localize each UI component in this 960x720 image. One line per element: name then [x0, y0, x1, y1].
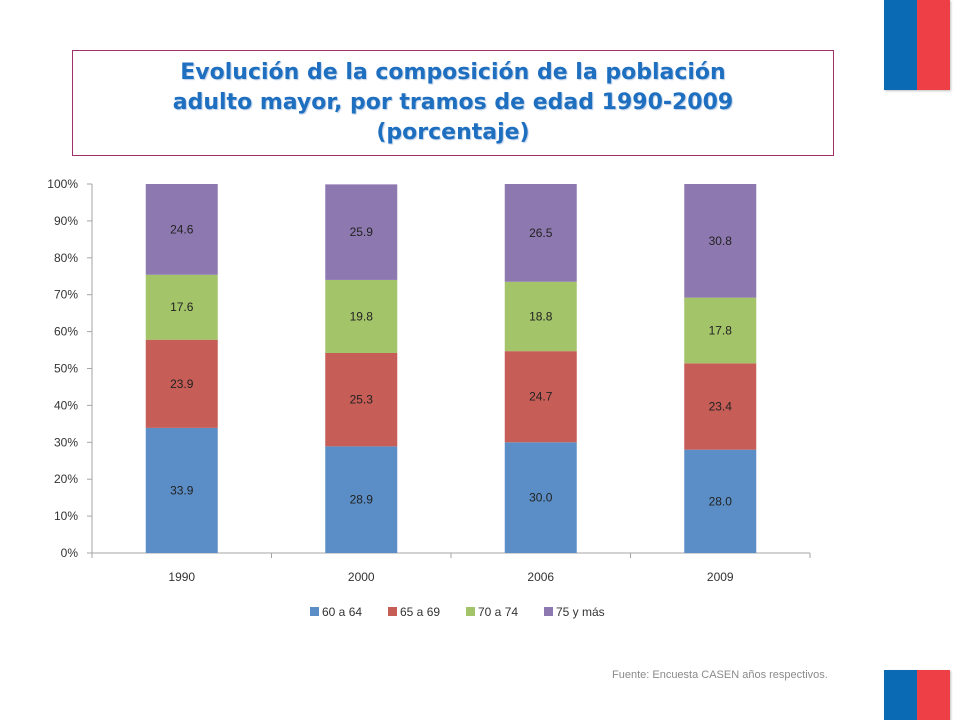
x-category-label: 2000 [348, 570, 375, 584]
bar-segment [145, 339, 218, 428]
flag-top-decoration [884, 0, 950, 90]
data-label: 24.7 [529, 390, 553, 404]
title-box: Evolución de la composición de la poblac… [72, 50, 834, 156]
y-tick-label: 70% [54, 288, 78, 302]
data-label: 17.8 [709, 323, 733, 337]
flag-bottom-decoration [884, 670, 950, 720]
y-tick-label: 80% [54, 251, 78, 265]
data-label: 30.0 [529, 491, 553, 505]
data-label: 30.8 [709, 234, 733, 248]
y-tick-label: 10% [54, 509, 78, 523]
y-tick-label: 30% [54, 435, 78, 449]
bar-segment [145, 184, 218, 275]
data-label: 28.9 [350, 493, 374, 507]
x-category-label: 2009 [707, 570, 734, 584]
data-label: 25.3 [350, 393, 374, 407]
bar-segment [325, 279, 398, 354]
y-tick-label: 90% [54, 214, 78, 228]
y-tick-label: 20% [54, 472, 78, 486]
legend-label: 70 a 74 [478, 605, 518, 619]
data-label: 19.8 [350, 309, 374, 323]
bar-segment [684, 449, 757, 553]
bar-segment [504, 281, 577, 352]
stacked-bar-chart: 0% 10% 20% 30% 40% 50% 60% 70% 80% 90% 100% 33.9 23.… [47, 177, 811, 619]
data-label: 24.6 [170, 222, 194, 236]
legend-label: 60 a 64 [322, 605, 362, 619]
data-label: 23.9 [170, 377, 194, 391]
data-label: 26.5 [529, 226, 553, 240]
y-tick-label: 40% [54, 398, 78, 412]
y-tick-label: 0% [61, 546, 79, 560]
bar-segment [145, 274, 218, 340]
bar-segment [325, 353, 398, 447]
chart-title: Evolución de la composición de la poblac… [172, 60, 734, 145]
data-label: 25.9 [350, 225, 374, 239]
legend-swatch [310, 607, 319, 616]
bar-segment [684, 297, 757, 364]
bar-segment [684, 363, 757, 450]
bar-segment [504, 442, 577, 553]
bar-segment [684, 184, 757, 298]
y-tick-label: 60% [54, 325, 78, 339]
legend-swatch [388, 607, 397, 616]
x-category-label: 2006 [527, 570, 554, 584]
y-tick-label: 50% [54, 362, 78, 376]
bar-segment [145, 427, 218, 553]
legend-label: 75 y más [556, 605, 605, 619]
data-label: 33.9 [170, 483, 194, 497]
data-label: 23.4 [709, 400, 733, 414]
x-category-label: 1990 [168, 570, 195, 584]
legend-swatch [466, 607, 475, 616]
legend-swatch [544, 607, 553, 616]
data-label: 17.6 [170, 300, 194, 314]
source-note: Fuente: Encuesta CASEN años respectivos. [612, 669, 828, 681]
bar-segment [504, 351, 577, 443]
data-label: 28.0 [709, 494, 733, 508]
bar-segment [504, 184, 577, 282]
data-label: 18.8 [529, 309, 553, 323]
bar-segment [325, 184, 398, 280]
y-tick-label: 100% [47, 177, 78, 191]
legend-label: 65 a 69 [400, 605, 440, 619]
bar-segment [325, 446, 398, 553]
